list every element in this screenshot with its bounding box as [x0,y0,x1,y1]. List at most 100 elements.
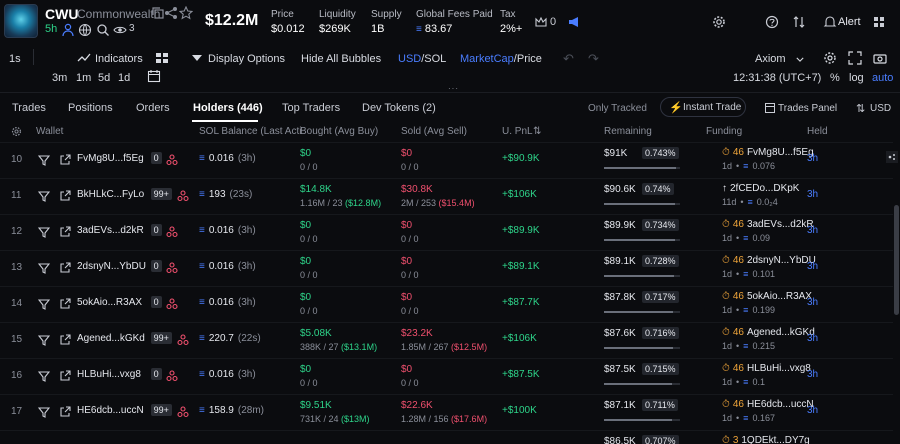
help-icon[interactable] [765,15,779,29]
wallet-address[interactable]: 5okAio...R3AX [77,297,143,308]
swap-icon[interactable] [792,15,806,29]
auto-toggle[interactable]: auto [872,72,894,84]
funding-source[interactable]: ↑ 2fCEDo...DKpK [722,183,799,194]
external-link-icon[interactable] [59,226,71,238]
funding-wallet[interactable]: 3adEVs...d2kR [746,219,814,230]
copy-icon[interactable] [151,6,165,20]
panel-icon[interactable] [765,103,775,113]
table-row[interactable]: 15 Agened...kGKd 99+ ≡ 220.7 (22s) $5.08K 388K … [0,322,893,358]
external-link-icon[interactable] [59,262,71,274]
calendar-icon[interactable] [147,69,161,83]
interval-5d[interactable]: 5d [98,72,111,84]
funding-source[interactable]: ⏱ 46 HE6dcb...uccN [722,399,814,410]
table-row[interactable]: 16 HLBuHi...vxg8 0 ≡ 0.016 (3h) $0 0 / 0 $0 0 / … [0,358,893,394]
table-row[interactable]: 14 5okAio...R3AX 0 ≡ 0.016 (3h) $0 0 / 0 $0 0 / … [0,286,893,322]
interval-1s[interactable]: 1s [9,53,21,65]
col-held[interactable]: Held [807,126,828,137]
col-wallet[interactable]: Wallet [36,126,64,137]
gamepad-icon[interactable] [886,151,898,163]
sort-icon[interactable]: ⇅ [533,126,542,137]
indicators-icon[interactable] [77,51,91,65]
crown-icon[interactable] [534,15,548,29]
resize-handle[interactable]: ··· [448,84,459,93]
chevron-down-icon[interactable] [796,57,804,62]
alert-button[interactable]: Alert [838,16,861,28]
funding-source[interactable]: ⏱ 3 1QDEkt...DY7g [722,435,810,444]
tab-holders[interactable]: Holders (446) [193,102,263,114]
wallet-address[interactable]: 2dsnyN...YbDU [77,261,146,272]
currency-toggle[interactable]: USD/SOL [398,53,446,65]
filter-icon[interactable] [38,226,50,238]
only-tracked-toggle[interactable]: Only Tracked [588,103,647,114]
metric-toggle[interactable]: MarketCap/Price [460,53,542,65]
interval-1m[interactable]: 1m [76,72,92,84]
tab-dev-tokens[interactable]: Dev Tokens (2) [362,102,436,114]
filter-icon[interactable] [38,190,50,202]
funding-wallet[interactable]: Agened...kGKd [746,327,815,338]
gear-icon[interactable] [712,15,726,29]
col-sol-balance[interactable]: SOL Balance (Last Active) [199,126,302,137]
funding-source[interactable]: ⏱ 46 3adEVs...d2kR [722,219,814,230]
usd-option[interactable]: USD [398,53,422,65]
globe-icon[interactable] [78,23,92,37]
funding-wallet[interactable]: HE6dcb...uccN [746,399,814,410]
wallet-address[interactable]: HLBuHi...vxg8 [77,369,141,380]
redo-icon[interactable]: ↷ [588,51,599,66]
filter-icon[interactable] [38,298,50,310]
funding-source[interactable]: ⏱ 46 2dsnyN...YbDU [722,255,816,266]
display-options-button[interactable]: Display Options [208,53,286,65]
settings-icon[interactable] [823,51,837,65]
external-link-icon[interactable] [59,190,71,202]
funding-source[interactable]: ⏱ 46 Agened...kGKd [722,327,815,338]
external-link-icon[interactable] [59,298,71,310]
interval-3m[interactable]: 3m [52,72,68,84]
funding-wallet[interactable]: 2dsnyN...YbDU [746,255,816,266]
price-option[interactable]: /Price [513,53,542,65]
table-row[interactable]: 11 BkHLkC...FyLo 99+ ≡ 193 (23s) $14.8K 1.16M /… [0,178,893,214]
col-funding[interactable]: Funding [706,126,743,137]
gear-icon[interactable] [11,126,22,137]
search-icon[interactable] [96,23,110,37]
table-row[interactable]: $86.5K 0.707% ⏱ 3 1QDEkt...DY7g [0,430,893,444]
trades-panel-button[interactable]: Trades Panel [778,103,838,114]
filter-icon[interactable] [38,370,50,382]
col-sold[interactable]: Sold (Avg Sell) [401,126,467,137]
user-icon[interactable] [61,23,75,37]
fullscreen-icon[interactable] [848,51,862,65]
tab-orders[interactable]: Orders [136,102,170,114]
chevron-down-icon[interactable] [192,55,202,61]
external-link-icon[interactable] [59,334,71,346]
alert-icon[interactable] [823,15,837,29]
funding-wallet[interactable]: HLBuHi...vxg8 [746,363,811,374]
token-logo[interactable] [4,4,38,38]
wallet-address[interactable]: Agened...kGKd [77,333,145,344]
funding-wallet[interactable]: 5okAio...R3AX [746,291,812,302]
sol-option[interactable]: /SOL [421,53,447,65]
table-row[interactable]: 13 2dsnyN...YbDU 0 ≡ 0.016 (3h) $0 0 / 0 $0 0 / … [0,250,893,286]
filter-icon[interactable] [38,154,50,166]
wallet-address[interactable]: HE6dcb...uccN [77,405,144,416]
external-link-icon[interactable] [59,406,71,418]
sort-icon[interactable]: ⇅ [856,103,866,115]
share-icon[interactable] [164,6,178,20]
filter-icon[interactable] [38,262,50,274]
col-upnl[interactable]: U. PnL [502,126,533,137]
layout-icon[interactable] [872,15,886,29]
percent-toggle[interactable]: % [830,72,840,84]
log-toggle[interactable]: log [849,72,864,84]
interval-1d[interactable]: 1d [118,72,131,84]
marketcap-option[interactable]: MarketCap [460,53,514,65]
axiom-label[interactable]: Axiom [755,53,786,65]
indicators-button[interactable]: Indicators [95,53,143,65]
wallet-address[interactable]: 3adEVs...d2kR [77,225,144,236]
table-row[interactable]: 17 HE6dcb...uccN 99+ ≡ 158.9 (28m) $9.51K 731K … [0,394,893,430]
wallet-address[interactable]: BkHLkC...FyLo [77,189,145,200]
scrollbar-thumb[interactable] [894,205,899,315]
funding-source[interactable]: ⏱ 46 HLBuHi...vxg8 [722,363,811,374]
col-bought[interactable]: Bought (Avg Buy) [300,126,379,137]
external-link-icon[interactable] [59,154,71,166]
filter-icon[interactable] [38,334,50,346]
grid-icon[interactable] [155,51,169,65]
filter-icon[interactable] [38,406,50,418]
table-row[interactable]: 12 3adEVs...d2kR 0 ≡ 0.016 (3h) $0 0 / 0 $0 0 / … [0,214,893,250]
